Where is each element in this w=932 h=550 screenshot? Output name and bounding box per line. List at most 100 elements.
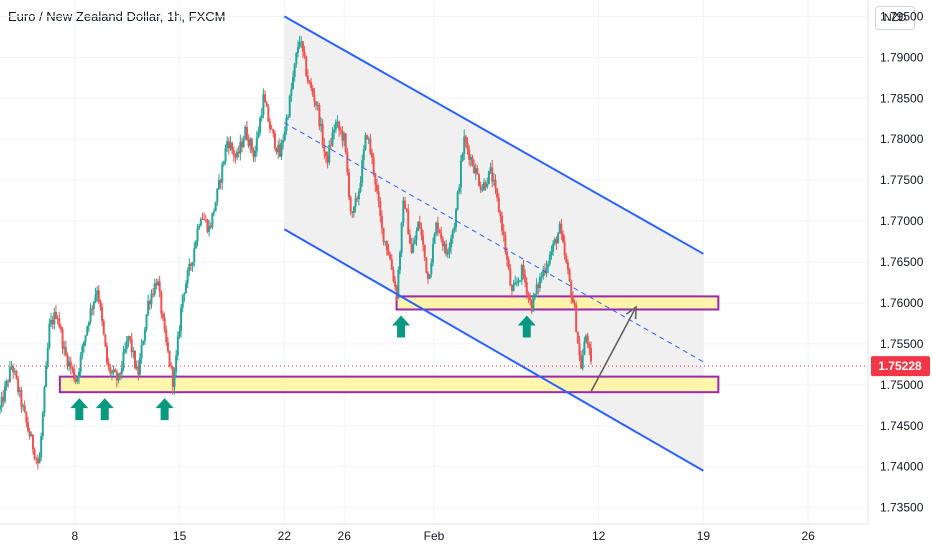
candle-body (458, 187, 461, 192)
candle-body (166, 342, 169, 352)
candle-body (497, 197, 500, 213)
candle-body (578, 342, 581, 356)
candle-body (282, 140, 285, 143)
candle-body (583, 341, 586, 355)
channel-lines (283, 15, 704, 472)
candle-body (315, 101, 318, 106)
candle-body (407, 210, 410, 235)
candle-body (199, 218, 202, 226)
candle-body (33, 449, 36, 459)
candle-body (292, 76, 295, 89)
candle-body (349, 196, 352, 212)
candle-body (328, 145, 331, 163)
candle-body (499, 212, 502, 216)
price-tick-label: 1.77500 (880, 173, 924, 187)
candle-body (418, 222, 421, 228)
candle-body (101, 306, 104, 322)
candle-body (323, 145, 326, 152)
candle-body (558, 223, 561, 234)
time-tick-label: 8 (71, 529, 78, 543)
candle-body (377, 190, 380, 201)
candle-body (107, 362, 110, 367)
candle-body (341, 131, 344, 141)
candle-body (122, 351, 125, 368)
candle-body (502, 230, 505, 236)
candle-body (496, 188, 499, 198)
candle-body (96, 290, 99, 296)
candle-body (343, 133, 346, 141)
candle-body (448, 247, 451, 252)
candle-body (446, 251, 449, 255)
candles (0, 35, 592, 470)
candle-body (51, 320, 54, 325)
time-axis[interactable]: 8 15 22 26 Feb 12 19 26 (71, 529, 815, 543)
candle-body (412, 244, 415, 253)
candle-body (41, 412, 44, 437)
candle-body (150, 293, 153, 305)
candle-body (489, 167, 492, 171)
projection (590, 305, 637, 392)
candle-body (506, 251, 509, 260)
candle-body (512, 284, 515, 291)
candle-body (125, 340, 128, 349)
candle-body (0, 407, 1, 410)
support-zones (58, 295, 720, 394)
candle-body (468, 149, 471, 160)
candle-body (12, 366, 15, 373)
candle-body (94, 295, 97, 302)
candle-body (486, 184, 489, 188)
candle-body (130, 338, 133, 353)
candle-body (461, 153, 464, 161)
candle-body (206, 219, 209, 232)
candle-body (45, 365, 48, 388)
candle-body (112, 369, 115, 373)
candle-body (186, 270, 189, 284)
candle-body (30, 434, 33, 437)
channel-shading (284, 16, 704, 471)
projection-arrow-head (625, 305, 637, 320)
candle-body (361, 160, 364, 184)
currency-selector[interactable]: NZD (875, 6, 915, 30)
candle-body (237, 151, 240, 154)
candle-body (553, 239, 556, 244)
candle-body (476, 168, 479, 175)
candle-body (534, 293, 537, 297)
candle-body (351, 211, 354, 213)
candle-body (359, 183, 362, 192)
candle-body (278, 144, 281, 157)
candle-body (76, 376, 79, 382)
candle-body (380, 215, 383, 228)
candle-body (280, 142, 283, 157)
candle-body (542, 270, 545, 277)
channel-upper-line (283, 15, 704, 255)
candle-body (247, 139, 250, 147)
candle-body (326, 156, 329, 163)
candle-body (484, 182, 487, 188)
candle-body (514, 282, 517, 285)
candle-body (86, 326, 89, 336)
candle-body (175, 355, 178, 372)
last-price-marker: 1.75228 (0, 356, 930, 377)
candle-body (588, 343, 591, 348)
candle-body (369, 138, 372, 154)
candle-body (61, 329, 64, 349)
price-axis[interactable]: 1.79500 1.79000 1.78500 1.78000 1.77500 1.770… (880, 9, 924, 514)
candle-body (364, 135, 367, 150)
candle-body (240, 141, 243, 147)
candle-body (181, 294, 184, 308)
candle-body (110, 372, 113, 374)
candle-body (527, 294, 530, 297)
candle-body (180, 307, 183, 332)
price-tick-label: 1.78000 (880, 132, 924, 146)
candle-body (581, 354, 584, 369)
candle-body (433, 233, 436, 244)
candle-body (469, 156, 472, 160)
candle-body (296, 46, 299, 53)
candle-body (399, 252, 402, 270)
candle-body (213, 211, 216, 213)
candle-body (193, 248, 196, 263)
candle-body (262, 94, 265, 115)
price-tick-label: 1.76500 (880, 255, 924, 269)
candle-body (510, 285, 513, 291)
